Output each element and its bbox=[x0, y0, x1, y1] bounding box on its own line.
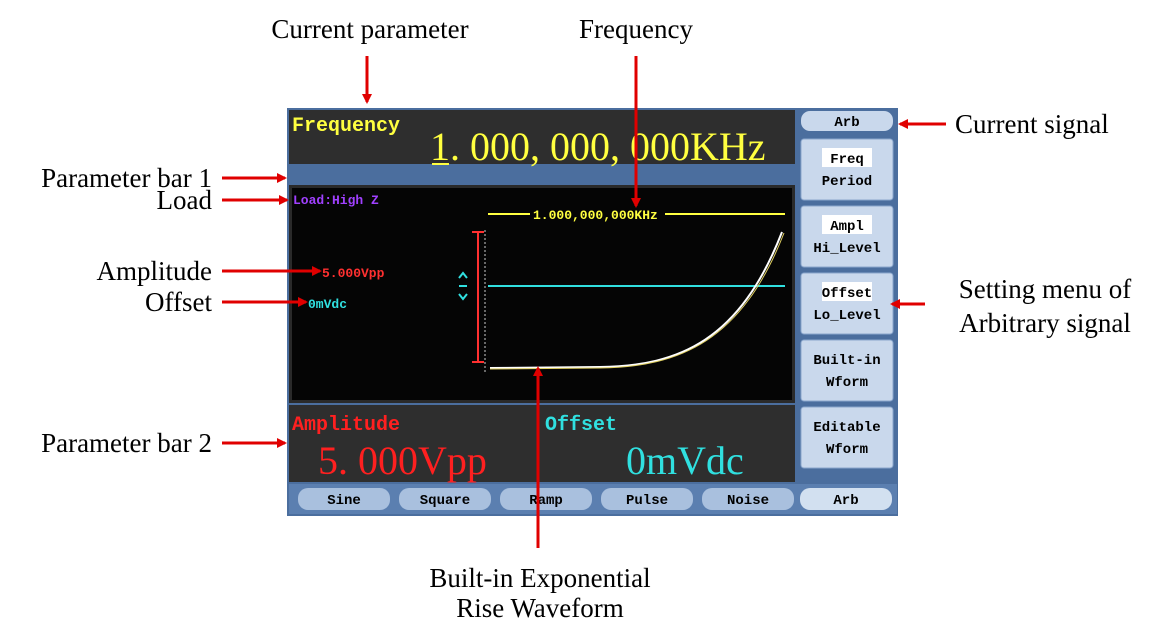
menu-label: Editable bbox=[813, 420, 880, 436]
annotation: Frequency bbox=[579, 14, 693, 44]
signal-tab-label: Square bbox=[420, 493, 470, 509]
offset-marker bbox=[458, 271, 468, 301]
load-text: Load:High Z bbox=[293, 193, 379, 208]
exponential-curve bbox=[489, 231, 783, 369]
menu-label: Offset bbox=[822, 286, 872, 302]
amplitude-value: 5. 000Vpp bbox=[318, 438, 487, 483]
tab-bar bbox=[289, 484, 897, 514]
annotation: Load bbox=[157, 185, 213, 215]
offset-value: 0mVdc bbox=[626, 438, 744, 483]
menu-highlight bbox=[822, 282, 872, 301]
menu-label: Period bbox=[822, 174, 872, 190]
tabs: Sine Square Ramp Pulse Noise Arb bbox=[298, 488, 892, 510]
annotation: Rise Waveform bbox=[456, 593, 624, 623]
wave-offset: 0mVdc bbox=[308, 297, 347, 312]
offset-label: Offset bbox=[545, 414, 617, 437]
menu: Arb Freq Period Ampl Hi_Level Offset Lo_Level B… bbox=[800, 111, 894, 469]
annotation: Current parameter bbox=[271, 14, 468, 44]
signal-tab[interactable] bbox=[702, 488, 794, 510]
signal-tab[interactable] bbox=[800, 488, 892, 510]
signal-tab-label: Arb bbox=[833, 493, 858, 509]
menu-label: Ampl bbox=[830, 219, 864, 235]
annotation: Parameter bar 2 bbox=[41, 428, 212, 458]
annotation: Parameter bar 1 bbox=[41, 163, 212, 193]
signal-tab[interactable] bbox=[399, 488, 491, 510]
menu-label: Wform bbox=[826, 442, 868, 458]
annotation: Offset bbox=[145, 287, 212, 317]
signal-tab[interactable] bbox=[500, 488, 592, 510]
menu-button[interactable] bbox=[800, 339, 894, 402]
annotations: Current parameter Frequency Parameter ba… bbox=[41, 14, 1131, 623]
amplitude-label: Amplitude bbox=[292, 414, 400, 437]
exponential-curve bbox=[489, 232, 785, 370]
annotation: Arbitrary signal bbox=[959, 308, 1131, 338]
menu-highlight bbox=[822, 215, 872, 234]
waveform bbox=[458, 213, 785, 372]
annotation: Built-in Exponential bbox=[429, 563, 650, 593]
wave-frequency: 1.000,000,000KHz bbox=[533, 208, 658, 223]
parameter-bar-1 bbox=[289, 110, 795, 164]
menu-label: Lo_Level bbox=[813, 308, 880, 324]
param-value: 1. 000, 000, 000KHz bbox=[430, 124, 766, 169]
device-screen bbox=[287, 108, 898, 516]
signal-tab-label: Pulse bbox=[626, 493, 668, 509]
signal-tab-label: Sine bbox=[327, 493, 361, 509]
param-label: Frequency bbox=[292, 115, 400, 138]
parameter-bar-2 bbox=[289, 405, 795, 482]
current-signal: Arb bbox=[834, 115, 859, 131]
menu-highlight bbox=[822, 148, 872, 167]
annotation: Setting menu of bbox=[959, 274, 1131, 304]
signal-tab-label: Noise bbox=[727, 493, 769, 509]
signal-tab[interactable] bbox=[298, 488, 390, 510]
screen-text: Frequency 1. 000, 000, 000KHz Load:High … bbox=[292, 115, 766, 483]
wave-amplitude: 5.000Vpp bbox=[322, 266, 385, 281]
menu-label: Wform bbox=[826, 375, 868, 391]
current-signal-tab[interactable] bbox=[801, 111, 893, 131]
annotation: Amplitude bbox=[97, 256, 213, 286]
wave-area bbox=[292, 188, 792, 400]
menu-label: Hi_Level bbox=[813, 241, 880, 257]
menu-button[interactable] bbox=[800, 406, 894, 469]
menu-label: Freq bbox=[830, 152, 864, 168]
signal-tab[interactable] bbox=[601, 488, 693, 510]
menu-label: Built-in bbox=[813, 353, 880, 369]
annotation: Current signal bbox=[955, 109, 1109, 139]
signal-tab-label: Ramp bbox=[529, 493, 563, 509]
